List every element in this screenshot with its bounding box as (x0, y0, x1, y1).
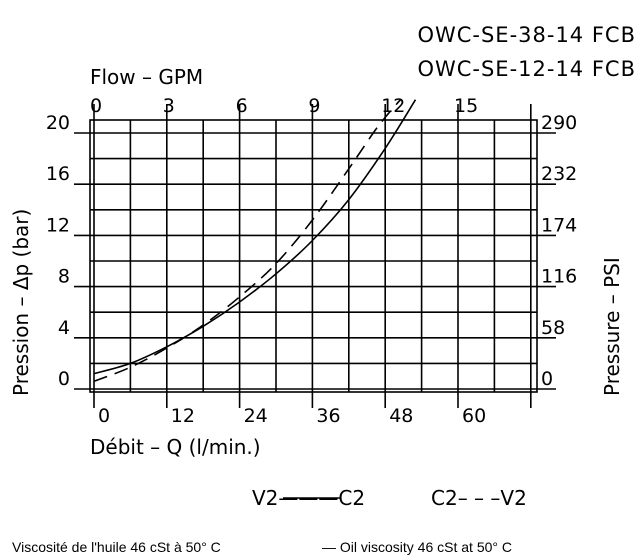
bottom-x-tick-label: 0 (98, 405, 110, 427)
top-x-axis-title: Flow – GPM (90, 65, 203, 89)
right-y-tick-label: 232 (541, 163, 577, 185)
grid-layer (74, 104, 556, 408)
left-y-tick-label: 16 (46, 163, 70, 185)
bottom-x-axis-title: Débit – Q (l/min.) (90, 435, 261, 459)
model-title-1: OWC-SE-38-14 FCB (417, 23, 636, 47)
series-line-dashed (93, 99, 402, 383)
bottom-x-tick-label: 24 (244, 405, 268, 427)
top-x-tick-label: 15 (454, 95, 478, 117)
top-x-tick-label: 6 (236, 95, 248, 117)
left-y-tick-label: 8 (58, 266, 70, 288)
plot-frame (89, 119, 538, 393)
left-y-tick-label: 0 (58, 368, 70, 390)
left-y-tick-label: 12 (46, 214, 70, 236)
top-x-tick-label: 12 (381, 95, 405, 117)
right-y-tick-label: 58 (541, 317, 565, 339)
model-title-2: OWC-SE-12-14 FCB (417, 57, 636, 81)
tick-label-layer: 0 12 24 36 48 600 3 6 9 12 15048121620058116174232… (46, 95, 577, 427)
left-y-axis-title: Pression – Δp (bar) (9, 209, 33, 396)
series-layer (93, 99, 417, 499)
top-x-tick-label: 9 (308, 95, 320, 117)
top-x-tick-label: 3 (163, 95, 175, 117)
right-y-axis-title: Pressure – PSI (600, 257, 624, 396)
right-y-tick-label: 174 (541, 214, 577, 236)
footnote-english: — Oil viscosity 46 cSt at 50° C (322, 539, 512, 555)
bottom-x-tick-label: 12 (171, 405, 195, 427)
top-x-tick-label: 0 (90, 95, 102, 117)
right-y-tick-label: 290 (541, 112, 577, 134)
legend-dashed-series: C2– – –V2 (431, 486, 527, 510)
right-y-tick-label: 0 (541, 368, 553, 390)
bottom-x-tick-label: 36 (316, 405, 340, 427)
right-y-tick-label: 116 (541, 266, 577, 288)
legend-solid-series: V2———C2 (252, 486, 365, 510)
footnote-french: Viscosité de l'huile 46 cSt à 50° C (12, 539, 221, 555)
bottom-x-tick-label: 48 (389, 405, 413, 427)
series-line-solid (93, 99, 417, 375)
bottom-x-tick-label: 60 (462, 405, 486, 427)
left-y-tick-label: 4 (58, 317, 70, 339)
left-y-tick-label: 20 (46, 112, 70, 134)
